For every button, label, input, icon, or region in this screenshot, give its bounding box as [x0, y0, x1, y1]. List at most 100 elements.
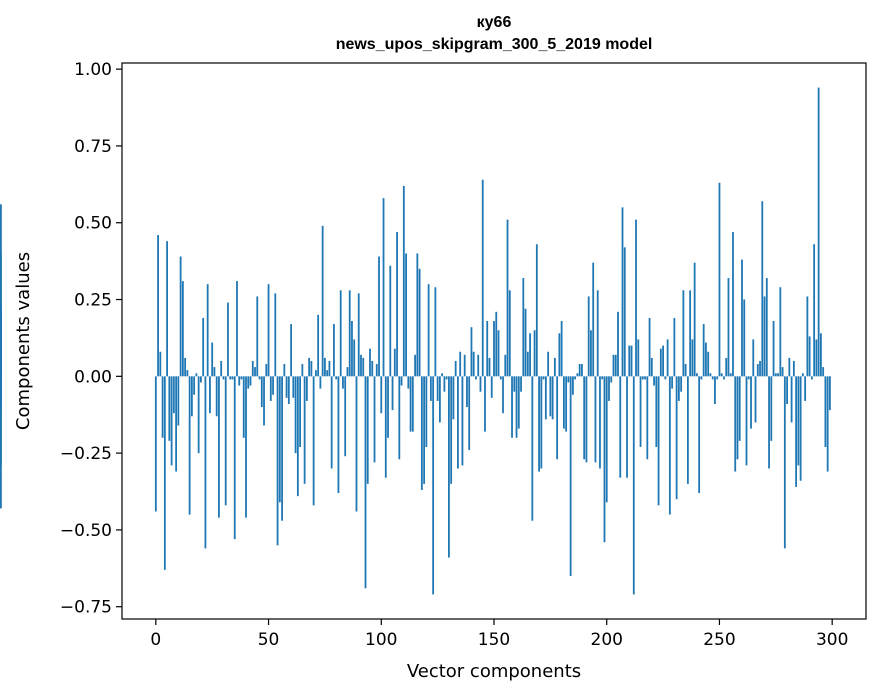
bar-85 — [346, 367, 349, 377]
bar-100 — [380, 376, 383, 414]
bar-74 — [321, 225, 324, 377]
bar-90 — [357, 293, 360, 377]
bar-72 — [317, 314, 320, 377]
bar-153 — [499, 376, 502, 380]
bar-207 — [621, 207, 624, 377]
bar-102 — [384, 376, 387, 478]
bar-138 — [466, 376, 468, 408]
bar-191 — [585, 376, 588, 463]
bar-290 — [808, 336, 811, 377]
x-tick-label: 250 — [703, 630, 735, 650]
bar-273 — [770, 376, 773, 441]
bar-258 — [736, 376, 739, 460]
bar-165 — [526, 351, 529, 377]
bar-242 — [700, 376, 703, 380]
bar-42 — [249, 376, 252, 386]
bar-199 — [603, 376, 606, 543]
bar-135 — [459, 351, 462, 377]
bar-67 — [305, 376, 308, 401]
bar-179 — [558, 333, 561, 377]
bar-95 — [369, 348, 371, 377]
bar-126 — [438, 376, 441, 423]
bar-219 — [648, 317, 651, 377]
bar-146 — [484, 376, 486, 432]
bar-266 — [754, 376, 757, 423]
bar-176 — [551, 376, 554, 420]
bar-56 — [281, 376, 283, 521]
bar-32 — [227, 302, 229, 377]
bar-168 — [533, 330, 536, 377]
bar-11 — [179, 256, 182, 377]
bar-265 — [752, 339, 755, 377]
bar-132 — [452, 376, 455, 420]
bar-275 — [774, 373, 777, 377]
bar-112 — [407, 376, 410, 389]
bar-89 — [355, 376, 358, 512]
bar-93 — [364, 376, 367, 589]
bar-200 — [605, 376, 608, 503]
bar-71 — [314, 370, 317, 377]
bar-40 — [245, 376, 247, 518]
bar-251 — [720, 373, 723, 377]
bar-178 — [556, 376, 559, 460]
bar-86 — [348, 290, 351, 377]
bar-45 — [256, 296, 259, 377]
bar-37 — [238, 376, 241, 386]
bar-238 — [691, 339, 694, 377]
bar-140 — [470, 327, 473, 377]
bar-279 — [783, 376, 786, 549]
bar-237 — [689, 290, 692, 377]
bar-51 — [269, 376, 272, 401]
bar-64 — [299, 376, 302, 447]
y-tick-label: −0.50 — [60, 521, 112, 541]
bar-182 — [565, 376, 568, 432]
bar-268 — [759, 360, 761, 377]
x-axis-label: Vector components — [407, 661, 581, 682]
bar-181 — [562, 376, 565, 429]
bar-4 — [163, 376, 166, 570]
bar-280 — [786, 376, 788, 404]
bar-281 — [788, 357, 791, 377]
bar-198 — [601, 376, 604, 380]
bar-274 — [772, 321, 775, 377]
bar-156 — [506, 219, 509, 377]
bar-292 — [813, 244, 816, 377]
bar-216 — [641, 376, 644, 380]
bar-157 — [508, 290, 511, 377]
bar-80 — [335, 376, 338, 380]
bar-99 — [378, 256, 380, 377]
bar-228 — [668, 376, 671, 515]
bar-75 — [324, 357, 326, 377]
bar-48 — [263, 376, 265, 426]
y-axis-label: Components values — [13, 252, 34, 430]
chart-subtitle: news_upos_skipgram_300_5_2019 model — [335, 36, 653, 53]
chart-title: ку66 — [476, 14, 512, 31]
bar-227 — [666, 339, 669, 377]
bar-210 — [628, 345, 631, 377]
bar-9 — [175, 376, 178, 472]
bar-291 — [810, 376, 813, 380]
bar-158 — [511, 376, 513, 438]
bar-undefined — [0, 376, 2, 509]
bar-8 — [172, 376, 175, 414]
bar-196 — [596, 290, 599, 377]
bar-127 — [441, 373, 444, 377]
bar-145 — [481, 179, 484, 377]
bar-193 — [590, 330, 592, 377]
bar-154 — [502, 376, 504, 414]
bar-286 — [799, 376, 802, 481]
bar-202 — [610, 376, 613, 383]
bar-undefined — [0, 204, 2, 377]
bar-264 — [750, 376, 752, 429]
bar-170 — [538, 376, 540, 472]
bar-185 — [572, 376, 574, 395]
bar-101 — [382, 198, 385, 377]
bar-137 — [463, 354, 466, 377]
bar-297 — [824, 376, 827, 447]
bar-161 — [517, 376, 520, 429]
x-axis: 0 50 100 150 200 250 300 — [150, 619, 848, 650]
bar-211 — [630, 345, 633, 377]
bar-73 — [319, 376, 322, 389]
bar-18 — [195, 373, 198, 377]
